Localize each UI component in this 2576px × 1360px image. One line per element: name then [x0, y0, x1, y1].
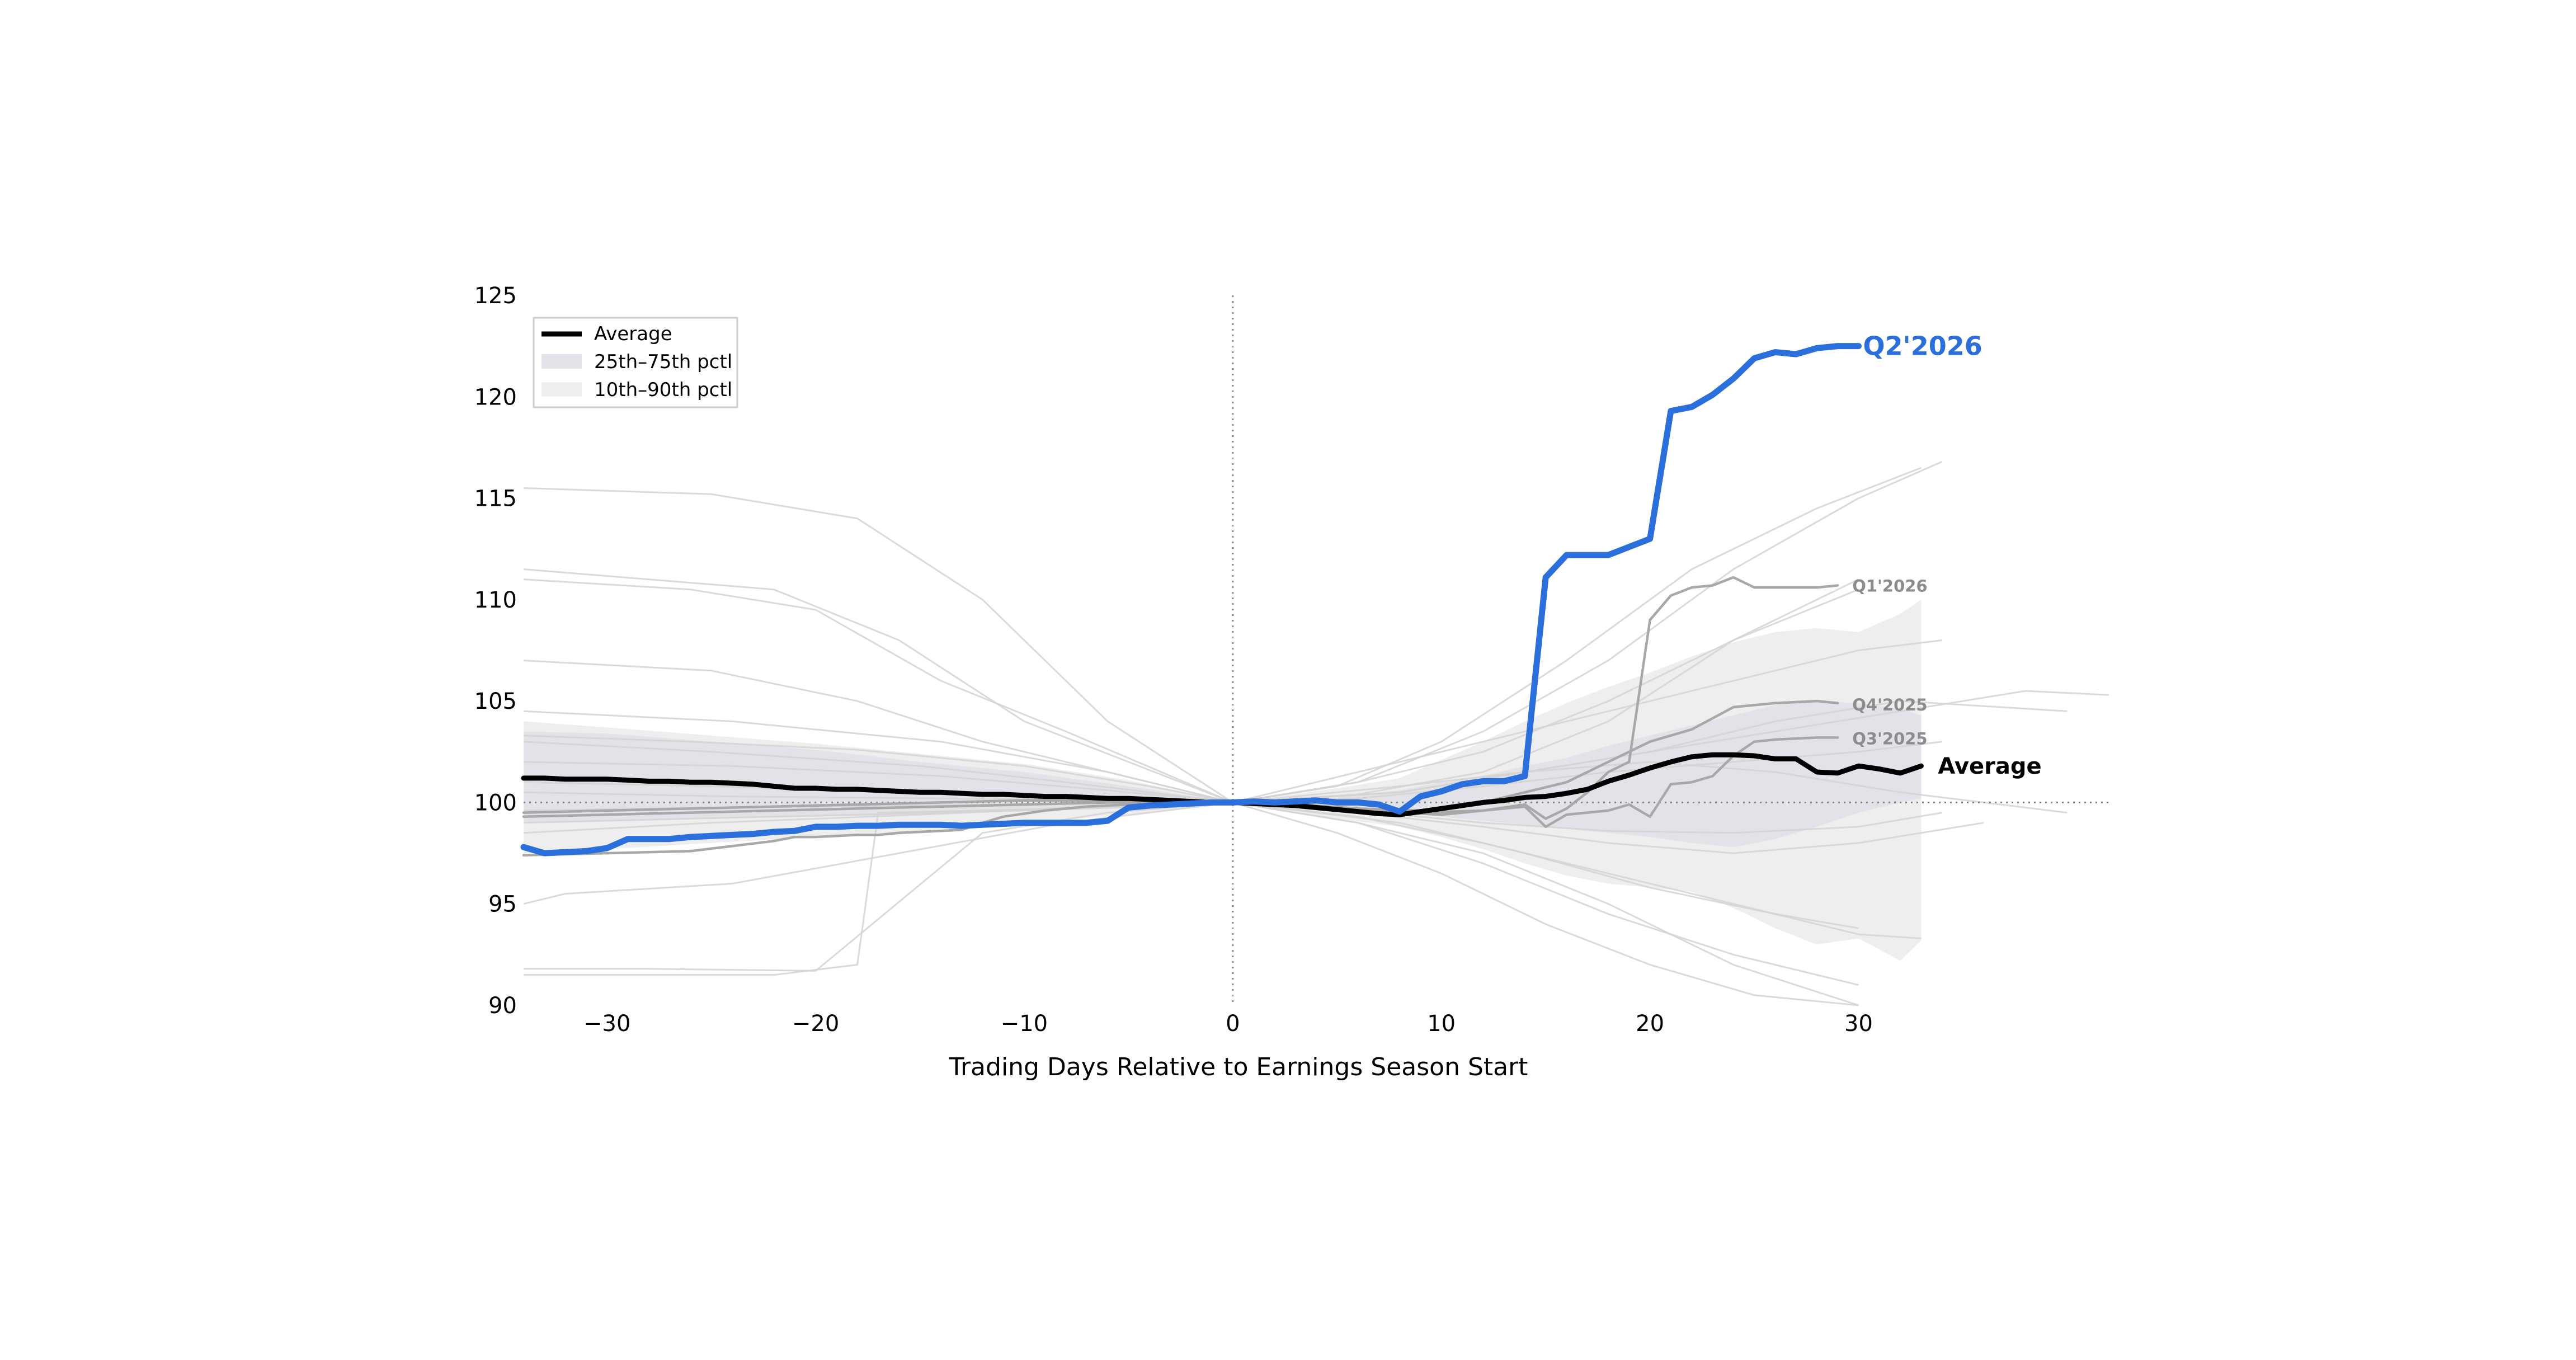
x-ticks: −30 −20 −10 0 10 20 30 [583, 1011, 1873, 1037]
y-tick-label: 100 [474, 790, 517, 816]
x-tick-label: −30 [583, 1011, 630, 1037]
series-q4-2025-label: Q4'2025 [1852, 695, 1927, 714]
y-tick-label: 110 [474, 587, 517, 613]
legend-p10-90-swatch [541, 382, 582, 397]
y-tick-label: 90 [488, 993, 517, 1019]
x-axis-title: Trading Days Relative to Earnings Season… [949, 1053, 1528, 1081]
series-q3-2025-label: Q3'2025 [1852, 729, 1927, 748]
y-tick-label: 115 [474, 486, 517, 512]
y-ticks: 90 95 100 105 110 115 120 125 [474, 283, 517, 1019]
x-tick-label: 20 [1636, 1011, 1664, 1037]
legend-p10-90-label: 10th–90th pctl [594, 379, 732, 401]
x-tick-label: −10 [1001, 1011, 1048, 1037]
band-10-90 [524, 599, 1922, 961]
series-average-label: Average [1938, 754, 2041, 779]
legend: Average 25th–75th pctl 10th–90th pctl [533, 317, 738, 408]
x-tick-label: 0 [1226, 1011, 1240, 1037]
end-labels: Q3'2025 Q4'2025 Q1'2026 Average Q2'2026 [1852, 331, 2041, 780]
legend-average-label: Average [594, 323, 672, 345]
series-q4-2025 [522, 699, 1839, 814]
background-line-12 [523, 639, 1942, 803]
y-tick-label: 105 [474, 689, 517, 714]
y-tick-label: 120 [474, 384, 517, 410]
y-tick-label: 125 [474, 283, 517, 309]
percentile-bands [524, 599, 1922, 961]
reference-lines [524, 295, 2109, 1005]
x-tick-label: −20 [792, 1011, 839, 1037]
legend-iqr-swatch [541, 354, 582, 369]
series-q2-2026-label: Q2'2026 [1863, 331, 1982, 361]
x-tick-label: 30 [1844, 1011, 1873, 1037]
x-tick-label: 10 [1427, 1011, 1456, 1037]
band-25-75 [524, 701, 1922, 848]
background-line-5 [524, 801, 1859, 1006]
series-q1-2026-label: Q1'2026 [1852, 577, 1927, 596]
series-q2-2026 [520, 343, 1862, 857]
y-tick-label: 95 [488, 892, 517, 917]
legend-iqr-label: 25th–75th pctl [594, 351, 732, 373]
highlight-series [520, 343, 1924, 857]
background-line-10 [523, 761, 2068, 814]
